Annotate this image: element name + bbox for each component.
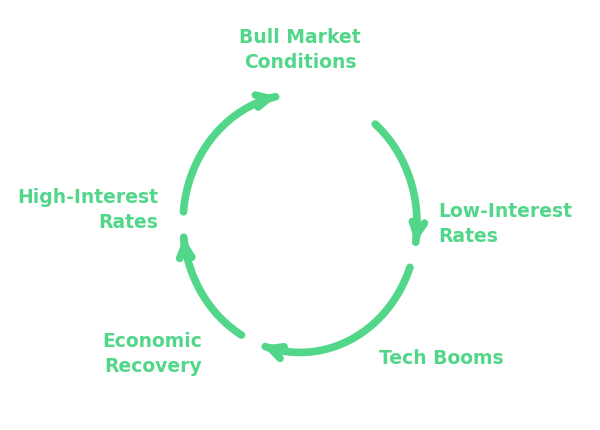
Text: Bull Market
Conditions: Bull Market Conditions: [239, 28, 361, 71]
Text: Low-Interest
Rates: Low-Interest Rates: [438, 202, 572, 246]
Text: High-Interest
Rates: High-Interest Rates: [17, 188, 158, 232]
Text: Tech Booms: Tech Booms: [379, 348, 504, 367]
Text: Economic
Recovery: Economic Recovery: [103, 331, 202, 375]
